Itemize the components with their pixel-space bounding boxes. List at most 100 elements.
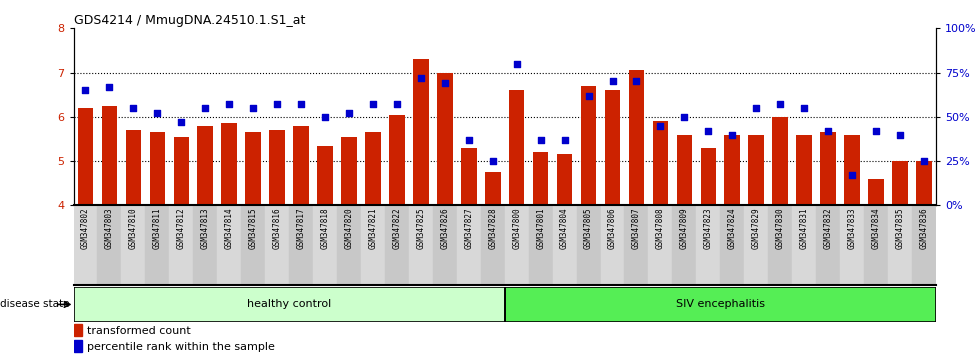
Text: GSM347821: GSM347821 (368, 208, 377, 249)
Text: GSM347800: GSM347800 (513, 208, 521, 249)
Text: GSM347826: GSM347826 (440, 208, 449, 249)
Bar (293, 126, 309, 205)
Point (125, 105, 141, 111)
Point (772, 102, 788, 107)
Bar (792, 205, 816, 285)
Text: disease state: disease state (0, 299, 70, 309)
Bar (749, 135, 764, 205)
Bar (145, 205, 170, 285)
Bar (361, 205, 385, 285)
Text: GSM347828: GSM347828 (488, 208, 497, 249)
Text: GSM347817: GSM347817 (297, 208, 306, 249)
Text: GSM347816: GSM347816 (272, 208, 281, 249)
Bar (844, 135, 859, 205)
Bar (74, 324, 82, 336)
Text: GDS4214 / MmugDNA.24510.1.S1_at: GDS4214 / MmugDNA.24510.1.S1_at (74, 14, 305, 27)
Text: GSM347803: GSM347803 (105, 208, 114, 249)
Bar (768, 205, 792, 285)
Point (892, 132, 907, 137)
Bar (505, 287, 936, 322)
Point (150, 110, 166, 116)
Bar (916, 161, 932, 205)
Text: GSM347820: GSM347820 (345, 208, 354, 249)
Bar (864, 205, 888, 285)
Text: percentile rank within the sample: percentile rank within the sample (87, 342, 275, 352)
Text: GSM347810: GSM347810 (129, 208, 138, 249)
Text: transformed count: transformed count (87, 326, 191, 336)
Text: GSM347833: GSM347833 (848, 208, 857, 249)
Bar (74, 287, 505, 322)
Bar (605, 90, 620, 205)
Bar (102, 106, 118, 205)
Bar (744, 205, 768, 285)
Text: GSM347835: GSM347835 (896, 208, 905, 249)
Bar (77, 108, 93, 205)
Bar (868, 179, 884, 205)
Text: GSM347822: GSM347822 (392, 208, 402, 249)
Point (557, 137, 572, 143)
Point (820, 128, 836, 134)
Bar (533, 152, 549, 205)
Bar (676, 135, 692, 205)
Bar (193, 205, 218, 285)
Bar (720, 205, 744, 285)
Text: GSM347804: GSM347804 (561, 208, 569, 249)
Bar (341, 137, 357, 205)
Bar (150, 132, 165, 205)
Text: healthy control: healthy control (247, 299, 331, 309)
Bar (173, 137, 189, 205)
Point (221, 102, 237, 107)
Text: GSM347805: GSM347805 (584, 208, 593, 249)
Bar (245, 132, 261, 205)
Text: GSM347824: GSM347824 (728, 208, 737, 249)
Point (749, 105, 764, 111)
Text: GSM347813: GSM347813 (201, 208, 210, 249)
Bar (576, 205, 601, 285)
Bar (697, 205, 720, 285)
Point (366, 102, 381, 107)
Bar (797, 135, 811, 205)
Bar (485, 172, 501, 205)
Point (797, 105, 812, 111)
Text: GSM347829: GSM347829 (752, 208, 760, 249)
Bar (505, 205, 528, 285)
Bar (624, 205, 649, 285)
Text: GSM347831: GSM347831 (800, 208, 808, 249)
Point (581, 93, 597, 98)
Text: GSM347801: GSM347801 (536, 208, 545, 249)
Point (653, 123, 668, 129)
Text: GSM347818: GSM347818 (320, 208, 329, 249)
Point (245, 105, 261, 111)
Text: GSM347823: GSM347823 (704, 208, 712, 249)
Bar (840, 205, 864, 285)
Bar (649, 205, 672, 285)
Text: GSM347830: GSM347830 (776, 208, 785, 249)
Point (701, 128, 716, 134)
Point (437, 80, 453, 86)
Point (293, 102, 309, 107)
Point (485, 158, 501, 164)
Point (724, 132, 740, 137)
Text: GSM347834: GSM347834 (871, 208, 880, 249)
Bar (337, 205, 361, 285)
Point (389, 102, 405, 107)
Text: GSM347814: GSM347814 (224, 208, 233, 249)
Text: GSM347802: GSM347802 (81, 208, 90, 249)
Bar (97, 205, 122, 285)
Bar (74, 340, 82, 353)
Text: GSM347811: GSM347811 (153, 208, 162, 249)
Bar (389, 115, 405, 205)
Bar (221, 124, 237, 205)
Point (318, 114, 333, 120)
Bar (557, 154, 572, 205)
Text: GSM347808: GSM347808 (656, 208, 664, 249)
Bar (266, 205, 289, 285)
Bar (318, 145, 333, 205)
Point (197, 105, 213, 111)
Bar (313, 205, 337, 285)
Bar (601, 205, 624, 285)
Bar (241, 205, 266, 285)
Point (341, 110, 357, 116)
Point (676, 114, 692, 120)
Point (509, 61, 524, 67)
